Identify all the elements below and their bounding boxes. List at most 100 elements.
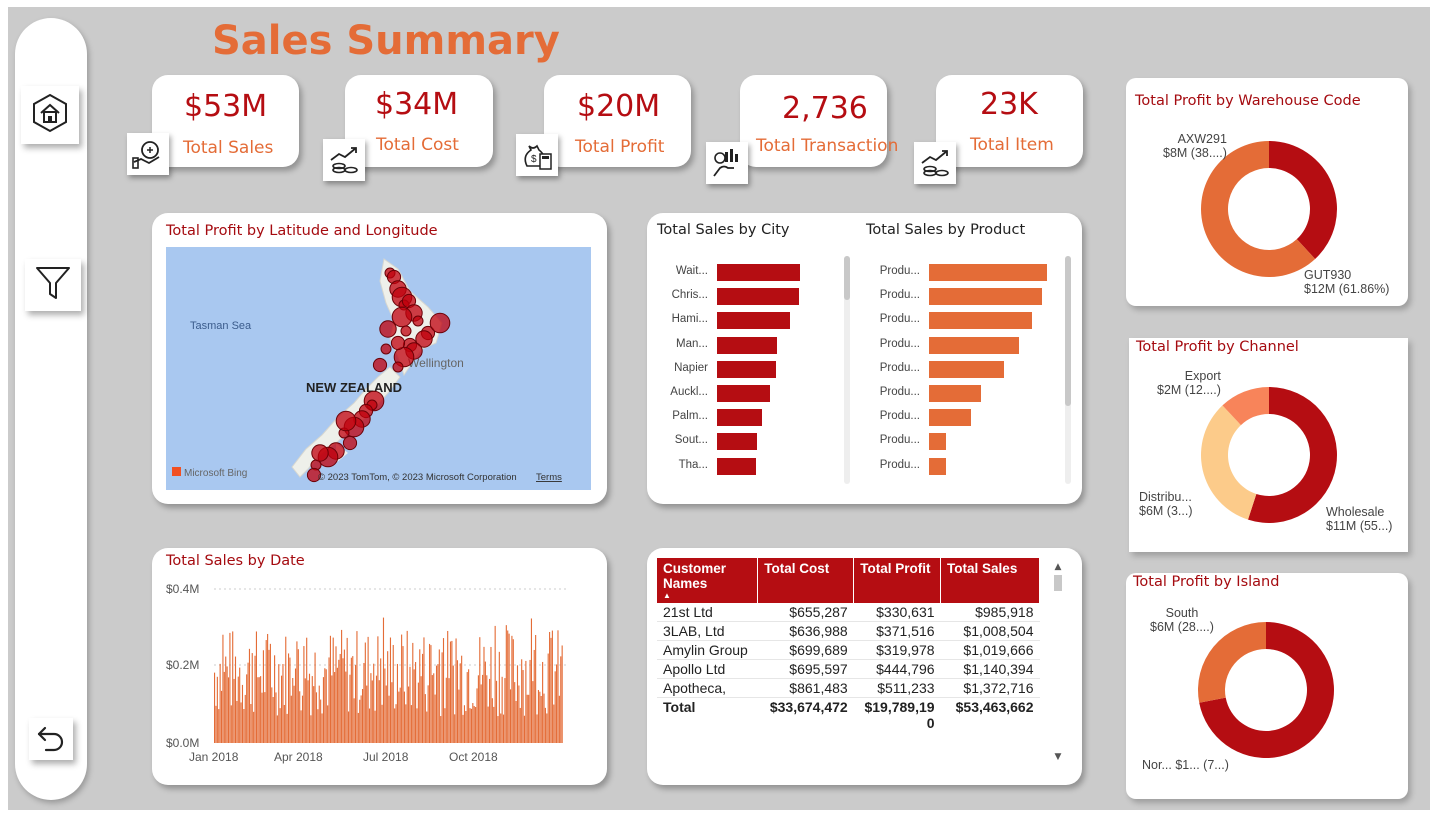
date-bar[interactable]: [507, 630, 509, 743]
date-bar[interactable]: [389, 637, 392, 743]
date-bar[interactable]: [285, 636, 287, 743]
scroll-down-icon[interactable]: ▼: [1054, 752, 1062, 762]
date-bar[interactable]: [489, 678, 491, 743]
date-bar[interactable]: [484, 661, 486, 743]
date-bar[interactable]: [493, 706, 495, 743]
date-bar[interactable]: [342, 658, 344, 743]
date-bar[interactable]: [412, 642, 414, 743]
date-bar[interactable]: [268, 649, 270, 743]
date-bar[interactable]: [420, 676, 422, 743]
date-bar[interactable]: [355, 665, 357, 743]
date-bar[interactable]: [294, 668, 297, 743]
date-bar[interactable]: [427, 685, 429, 743]
date-bar[interactable]: [508, 633, 510, 743]
bar[interactable]: [717, 312, 790, 330]
date-bar[interactable]: [356, 631, 358, 743]
date-bar[interactable]: [470, 708, 472, 743]
date-bar[interactable]: [468, 669, 470, 743]
date-bar[interactable]: [401, 634, 403, 743]
date-bar[interactable]: [553, 704, 555, 743]
date-bar[interactable]: [339, 653, 341, 743]
date-bar[interactable]: [378, 680, 380, 743]
date-bar[interactable]: [247, 662, 249, 743]
map-point[interactable]: [306, 467, 322, 483]
date-bar[interactable]: [543, 693, 545, 743]
date-bar[interactable]: [287, 653, 290, 743]
date-bar[interactable]: [324, 668, 326, 743]
date-bar[interactable]: [265, 640, 267, 743]
date-bar[interactable]: [327, 705, 329, 743]
date-bar[interactable]: [308, 673, 311, 743]
date-bar[interactable]: [374, 710, 376, 743]
date-bar[interactable]: [329, 635, 331, 743]
date-bar[interactable]: [278, 664, 280, 743]
date-bar[interactable]: [233, 678, 235, 743]
date-bar[interactable]: [419, 649, 421, 743]
date-bar[interactable]: [230, 705, 232, 743]
date-bar[interactable]: [547, 653, 549, 743]
bar[interactable]: [717, 433, 758, 451]
filter-button[interactable]: [25, 259, 81, 311]
date-bar[interactable]: [290, 695, 292, 743]
date-bar[interactable]: [219, 663, 221, 743]
date-bar[interactable]: [486, 675, 488, 743]
date-bar[interactable]: [366, 685, 368, 743]
date-bar[interactable]: [343, 649, 345, 743]
date-bar[interactable]: [424, 694, 426, 743]
date-bar[interactable]: [220, 690, 223, 743]
scroll-up-icon[interactable]: ▲: [1054, 562, 1062, 572]
date-bar[interactable]: [310, 715, 312, 743]
date-bar[interactable]: [391, 682, 393, 743]
date-bar[interactable]: [449, 641, 452, 743]
date-bar[interactable]: [448, 678, 450, 743]
date-bar[interactable]: [257, 677, 259, 743]
map-point[interactable]: [412, 315, 424, 327]
date-bar[interactable]: [367, 636, 369, 743]
date-bar[interactable]: [398, 691, 400, 743]
date-bar[interactable]: [405, 704, 407, 743]
date-bar[interactable]: [387, 651, 389, 743]
date-bar[interactable]: [549, 631, 551, 743]
bar[interactable]: [717, 336, 778, 354]
date-bar[interactable]: [455, 638, 457, 743]
map-canvas[interactable]: Tasman Sea NEW ZEALAND Wellington Micros…: [166, 247, 591, 490]
map-data-points[interactable]: [306, 267, 451, 483]
date-bar[interactable]: [377, 636, 379, 743]
date-bar[interactable]: [250, 704, 252, 743]
date-bar[interactable]: [279, 708, 281, 743]
donut-slice[interactable]: [1269, 141, 1337, 259]
date-bar[interactable]: [314, 652, 316, 743]
date-bar[interactable]: [440, 716, 442, 743]
date-bar[interactable]: [261, 692, 263, 743]
date-bar[interactable]: [399, 687, 401, 743]
date-bar[interactable]: [244, 694, 246, 743]
date-bar[interactable]: [536, 714, 538, 743]
date-bar[interactable]: [237, 676, 239, 743]
date-bar[interactable]: [416, 708, 418, 743]
date-bar[interactable]: [522, 670, 524, 743]
date-bar[interactable]: [226, 666, 228, 743]
date-bar[interactable]: [258, 677, 260, 743]
bar[interactable]: [717, 288, 799, 306]
date-bar[interactable]: [271, 687, 273, 743]
date-bar[interactable]: [264, 692, 266, 743]
date-bar[interactable]: [296, 641, 298, 743]
date-bar[interactable]: [480, 684, 482, 743]
kpi-card-total-transaction[interactable]: 2,736 Total Transaction: [740, 75, 898, 167]
date-bar[interactable]: [422, 653, 424, 743]
bar[interactable]: [717, 360, 777, 378]
date-bar[interactable]: [229, 632, 231, 743]
map-terms-link[interactable]: Terms: [536, 472, 562, 483]
date-bar[interactable]: [409, 666, 411, 743]
city-scrollbar[interactable]: [844, 256, 850, 484]
donut-slice[interactable]: [1201, 405, 1257, 520]
date-bar[interactable]: [452, 665, 454, 743]
date-bar[interactable]: [426, 711, 428, 743]
date-bar[interactable]: [241, 684, 244, 743]
map-point[interactable]: [372, 357, 388, 373]
table-row[interactable]: Apotheca, $861,483 $511,233 $1,372,716: [657, 678, 1040, 698]
date-bar[interactable]: [260, 676, 262, 743]
bar[interactable]: [929, 336, 1019, 354]
date-bar[interactable]: [307, 680, 309, 743]
date-bar[interactable]: [345, 671, 347, 743]
